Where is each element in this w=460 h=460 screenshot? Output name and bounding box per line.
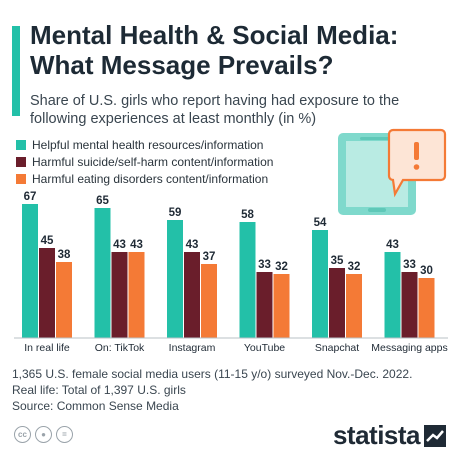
bar-eating-youtube [273,274,290,338]
footnote-survey: 1,365 U.S. female social media users (11… [12,367,413,381]
bar-helpful-messaging-apps [384,252,401,338]
legend-item-eating: Harmful eating disorders content/informa… [16,170,273,187]
bar-eating-messaging-apps [418,278,435,338]
category-label-in-real-life: In real life [24,342,70,354]
category-label-instagram: Instagram [169,342,216,354]
legend: Helpful mental health resources/informat… [16,136,273,187]
footnote-real-life: Real life: Total of 1,397 U.S. girls [12,383,186,397]
bar-eating-snapchat [346,274,362,338]
bar-eating-on-tiktok [128,252,145,338]
data-label-eating-youtube: 32 [275,261,288,273]
data-label-helpful-instagram: 59 [169,207,182,219]
equals-icon: = [56,426,73,443]
data-label-eating-in-real-life: 38 [58,249,71,261]
bar-helpful-on-tiktok [94,208,111,338]
legend-swatch-helpful [16,139,26,150]
data-label-helpful-youtube: 58 [241,209,254,221]
data-label-helpful-messaging-apps: 43 [386,239,399,251]
footnote-source: Source: Common Sense Media [12,399,179,413]
data-label-suicide-messaging-apps: 33 [403,259,416,271]
person-icon: ● [35,426,52,443]
data-label-suicide-youtube: 33 [258,259,271,271]
bar-suicide-on-tiktok [111,252,128,338]
bar-suicide-youtube [256,272,273,338]
license-icons: cc ● = [14,426,73,443]
accent-bar [12,26,20,116]
bar-suicide-snapchat [329,268,345,338]
cc-icon: cc [14,426,31,443]
data-label-suicide-in-real-life: 45 [41,235,54,247]
data-label-suicide-on-tiktok: 43 [113,239,126,251]
data-label-helpful-on-tiktok: 65 [96,195,109,207]
legend-label-suicide: Harmful suicide/self-harm content/inform… [32,154,274,169]
bar-helpful-youtube [239,222,256,338]
bar-eating-in-real-life [56,262,72,338]
statista-logo: statista [333,420,446,451]
data-label-eating-instagram: 37 [203,251,216,263]
legend-item-helpful: Helpful mental health resources/informat… [16,136,273,153]
phone-alert-icon [338,128,447,215]
legend-swatch-suicide [16,156,26,167]
category-label-messaging-apps: Messaging apps [371,342,447,354]
bar-eating-instagram [201,264,217,338]
data-label-suicide-snapchat: 35 [331,255,344,267]
legend-swatch-eating [16,173,26,184]
data-label-eating-messaging-apps: 30 [420,265,433,277]
legend-label-helpful: Helpful mental health resources/informat… [32,137,264,152]
legend-item-suicide: Harmful suicide/self-harm content/inform… [16,153,273,170]
category-labels: In real life On: TikTok Instagram YouTube Sn… [24,342,448,354]
data-label-suicide-instagram: 43 [186,239,199,251]
legend-label-eating: Harmful eating disorders content/informa… [32,171,269,186]
bar-helpful-in-real-life [22,204,38,338]
bar-helpful-snapchat [312,230,328,338]
bar-suicide-messaging-apps [401,272,418,338]
category-label-on-tiktok: On: TikTok [95,342,145,354]
category-label-youtube: YouTube [244,342,285,354]
chart-subtitle: Share of U.S. girls who report having ha… [30,93,400,127]
chart-title: Mental Health & Social Media: What Messa… [30,20,399,80]
data-label-eating-snapchat: 32 [348,261,361,273]
data-label-helpful-snapchat: 54 [314,217,327,229]
bar-helpful-instagram [167,220,183,338]
bar-suicide-instagram [184,252,200,338]
bar-suicide-in-real-life [39,248,55,338]
brand-name: statista [332,420,421,450]
bars-group: 67 45 38 65 43 43 59 43 37 58 33 32 54 35 32 43 33 30 [22,191,435,338]
data-label-helpful-in-real-life: 67 [24,191,37,203]
category-label-snapchat: Snapchat [315,342,359,354]
footnote: 1,365 U.S. female social media users (11… [12,366,412,414]
data-label-eating-on-tiktok: 43 [130,239,143,251]
statista-logo-icon [424,424,446,447]
